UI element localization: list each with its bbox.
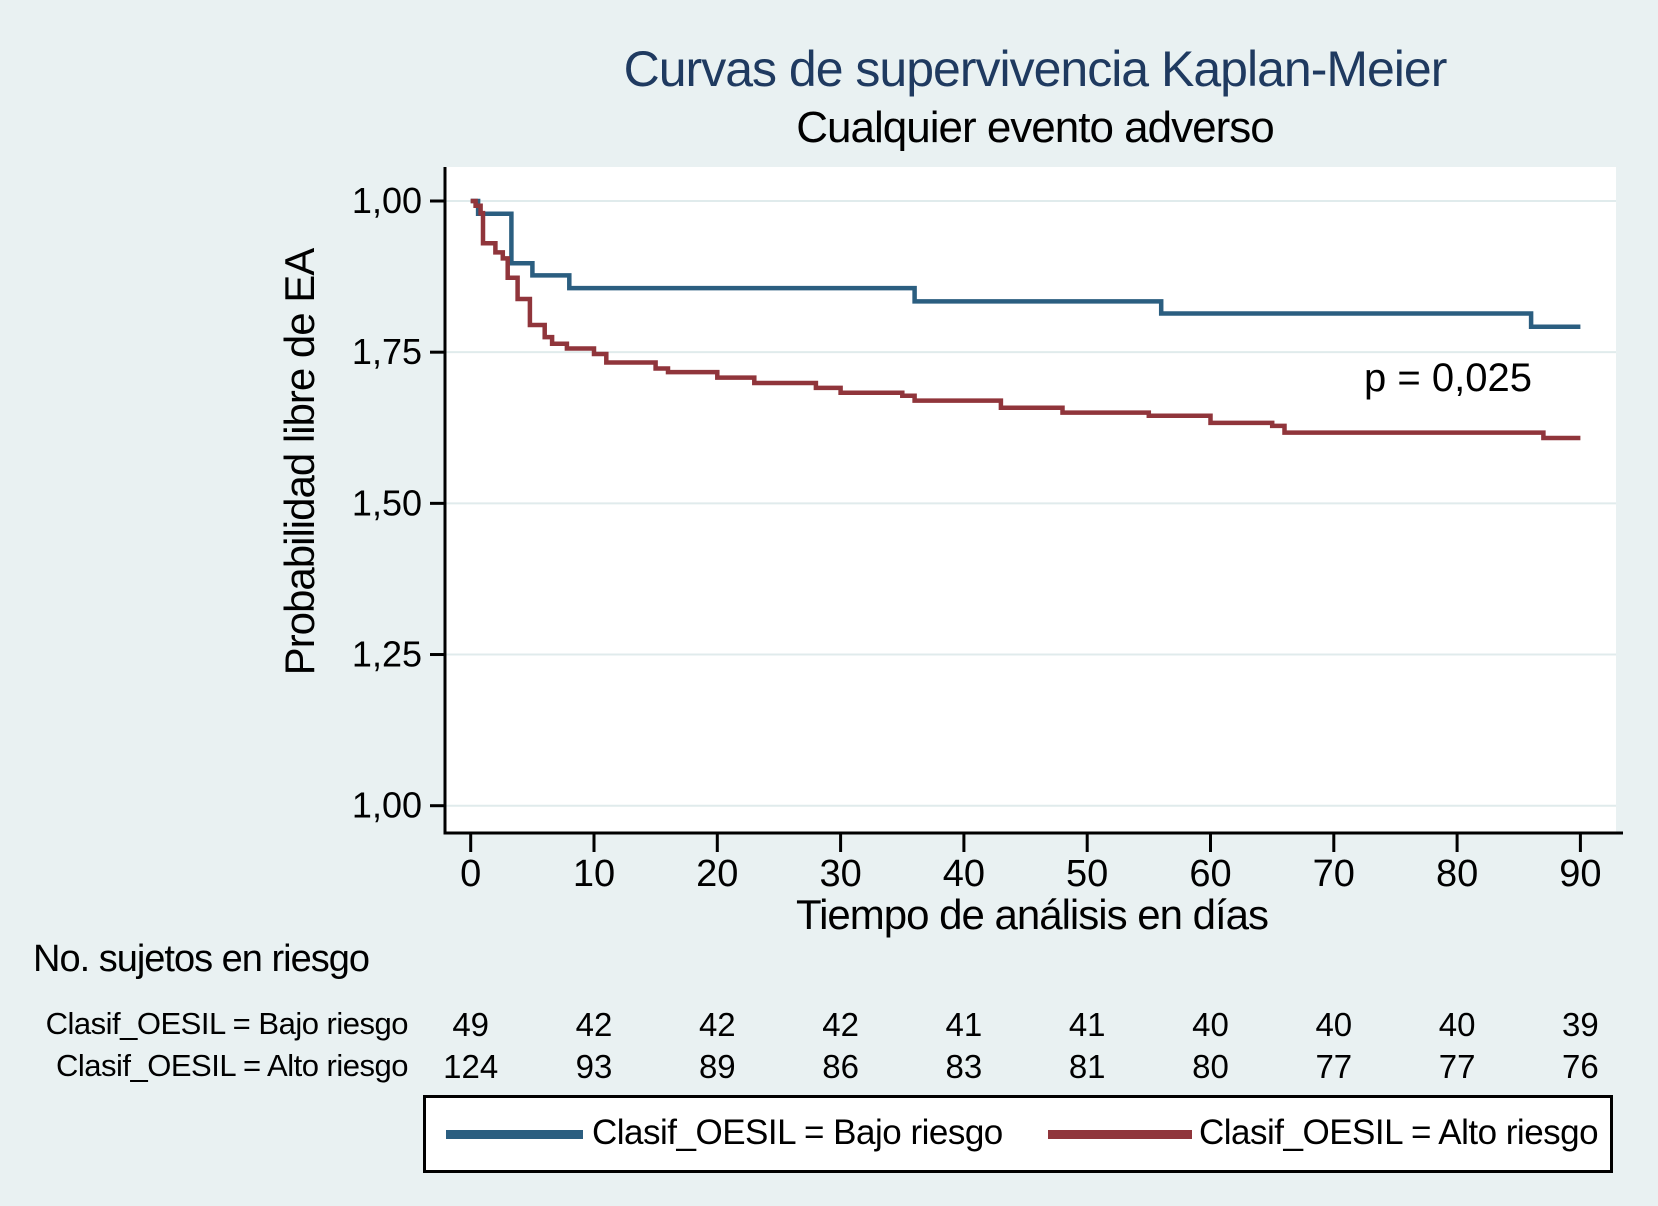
plot-background [445,167,1616,833]
chart-title: Curvas de supervivencia Kaplan-Meier [623,41,1448,97]
risk-count: 40 [1192,1006,1229,1043]
risk-count: 93 [575,1048,613,1085]
risk-count: 80 [1192,1048,1229,1085]
risk-row-label-bajo-riesgo: Clasif_OESIL = Bajo riesgo [45,1006,409,1041]
risk-count: 89 [698,1048,736,1085]
x-tick-label: 80 [1436,853,1478,895]
risk-count: 76 [1562,1048,1599,1085]
y-tick-label: 1,00 [352,180,422,221]
risk-count: 42 [822,1006,859,1043]
x-tick-label: 60 [1189,853,1231,895]
y-tick-label: 1,50 [352,482,422,523]
risk-count: 40 [1315,1006,1353,1043]
risk-count: 83 [945,1048,983,1085]
risk-count: 77 [1438,1048,1476,1085]
risk-count: 41 [1068,1006,1106,1043]
x-tick-label: 40 [943,853,985,895]
risk-row-label-alto-riesgo: Clasif_OESIL = Alto riesgo [55,1048,409,1083]
legend-label-bajo-riesgo: Clasif_OESIL = Bajo riesgo [592,1113,1003,1152]
x-axis-title: Tiempo de análisis en días [795,891,1269,938]
chart-subtitle: Cualquier evento adverso [796,103,1274,152]
risk-count: 124 [443,1048,499,1085]
x-tick-label: 30 [819,853,861,895]
x-tick-label: 20 [696,853,738,895]
risk-count: 42 [698,1006,736,1043]
legend [423,1095,1613,1173]
risk-count: 86 [822,1048,859,1085]
x-tick-label: 0 [460,853,481,895]
y-tick-label: 1,25 [352,634,422,675]
risk-count: 41 [945,1006,983,1043]
risk-count: 40 [1438,1006,1476,1043]
p-value-annotation: p = 0,025 [1364,356,1532,400]
y-tick-label: 1,00 [352,785,422,826]
x-tick-label: 10 [573,853,615,895]
risk-table-header: No. sujetos en riesgo [33,938,370,980]
x-tick-label: 70 [1313,853,1355,895]
survival-curve-bajo-riesgo [470,198,1581,330]
legend-label-alto-riesgo: Clasif_OESIL = Alto riesgo [1199,1113,1599,1152]
risk-count: 77 [1315,1048,1353,1085]
risk-count: 81 [1068,1048,1106,1085]
x-tick-label: 50 [1066,853,1108,895]
risk-count: 39 [1562,1006,1599,1043]
legend-line-alto-riesgo [1048,1130,1192,1139]
risk-count: 49 [452,1006,490,1043]
legend-line-bajo-riesgo [446,1130,583,1139]
survival-curve-alto-riesgo [470,198,1581,441]
risk-count: 42 [575,1006,613,1043]
y-tick-label: 1,75 [352,331,422,372]
x-tick-label: 90 [1559,853,1601,895]
y-axis-title: Probabilidad libre de EA [276,248,323,676]
